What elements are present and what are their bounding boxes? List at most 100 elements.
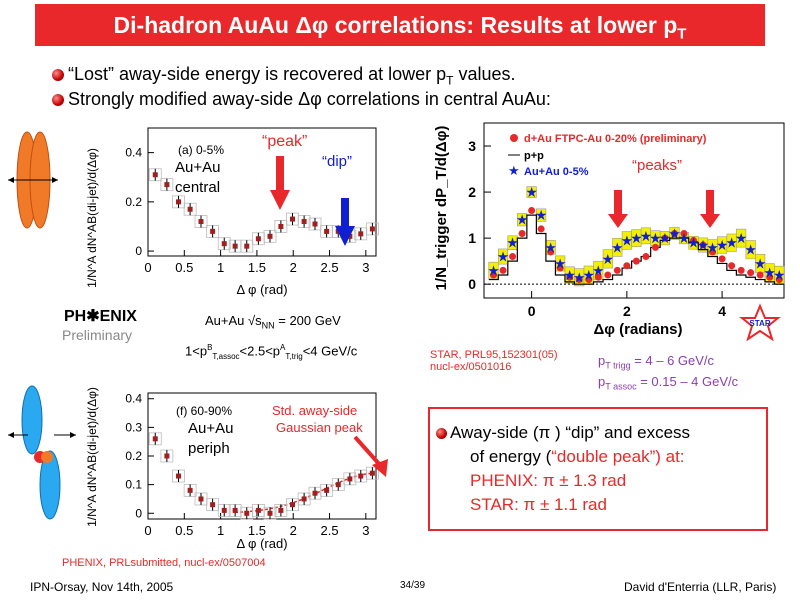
phenix-bottom-centrality: periph bbox=[188, 440, 230, 457]
data-point bbox=[369, 470, 375, 476]
y-tick-label: 0.2 bbox=[125, 195, 142, 209]
dau-point bbox=[718, 255, 726, 263]
central-collision-icon bbox=[8, 131, 58, 229]
dau-point bbox=[537, 225, 545, 233]
phenix-top-yticks: 0 0.2 0.4 bbox=[125, 146, 154, 258]
auau-point: ★ bbox=[640, 228, 653, 244]
auau-point: ★ bbox=[773, 267, 786, 283]
dau-point bbox=[756, 271, 764, 279]
x-tick-label: 4 bbox=[718, 303, 726, 319]
data-point bbox=[210, 502, 216, 508]
footer-page-number: 34/39 bbox=[400, 580, 426, 591]
data-point bbox=[164, 182, 170, 188]
peak-label: “peak” bbox=[262, 133, 307, 150]
x-tick-label: 2 bbox=[290, 260, 297, 275]
data-point bbox=[232, 243, 238, 249]
auau-point: ★ bbox=[697, 237, 710, 253]
data-point bbox=[221, 507, 227, 513]
y-tick-label: 0 bbox=[135, 506, 142, 520]
data-point bbox=[312, 221, 318, 227]
data-point bbox=[198, 496, 204, 502]
dau-point bbox=[737, 266, 745, 274]
data-point bbox=[358, 231, 364, 237]
syst-band bbox=[745, 240, 756, 260]
auau-point: ★ bbox=[716, 237, 729, 253]
auau-point: ★ bbox=[554, 255, 567, 271]
auau-point: ★ bbox=[678, 230, 691, 246]
auau-point: ★ bbox=[497, 249, 510, 265]
bullet-2: Strongly modified away-side Δφ correlati… bbox=[52, 89, 551, 110]
dau-point bbox=[528, 207, 536, 214]
data-point bbox=[221, 241, 227, 247]
data-point bbox=[312, 490, 318, 496]
dau-point bbox=[670, 230, 678, 238]
data-point bbox=[210, 228, 216, 234]
legend-pp: p+p bbox=[524, 150, 544, 162]
x-tick-label: 1 bbox=[217, 523, 224, 538]
dau-point bbox=[642, 253, 650, 261]
auau-point: ★ bbox=[611, 239, 624, 255]
phenix-bottom-xticks: 0 0.5 1 1.5 2 2.5 3 bbox=[144, 513, 369, 538]
peaks-label: “peaks” bbox=[632, 157, 682, 174]
peripheral-collision-icon bbox=[8, 385, 76, 520]
dau-point bbox=[699, 241, 707, 249]
dau-point bbox=[661, 234, 669, 242]
star-yticks: 0 1 2 3 bbox=[468, 138, 491, 292]
syst-band bbox=[526, 186, 537, 198]
dau-point bbox=[680, 230, 688, 238]
y-tick-label: 3 bbox=[468, 138, 476, 154]
star-pt-trigger: pT trigg = 4 – 6 GeV/c bbox=[598, 353, 715, 371]
data-point bbox=[267, 233, 273, 239]
dau-point bbox=[575, 276, 583, 284]
y-tick-label: 0.4 bbox=[125, 146, 142, 160]
auau-point: ★ bbox=[725, 235, 738, 251]
x-tick-label: 2.5 bbox=[320, 523, 338, 538]
y-tick-label: 2 bbox=[468, 184, 476, 200]
dau-point bbox=[766, 273, 774, 281]
auau-point: ★ bbox=[763, 265, 776, 281]
legend-auau: Au+Au 0-5% bbox=[524, 166, 589, 178]
data-point bbox=[255, 507, 261, 513]
dau-point bbox=[585, 276, 593, 284]
phenix-preliminary: Preliminary bbox=[62, 327, 133, 343]
data-point bbox=[324, 487, 330, 493]
auau-point: ★ bbox=[744, 242, 757, 258]
peaks-arrow-right-icon bbox=[700, 190, 720, 228]
phenix-reference: PHENIX, PRLsubmitted, nucl-ex/0507004 bbox=[62, 557, 266, 569]
data-point bbox=[335, 482, 341, 488]
dau-point bbox=[709, 248, 717, 256]
dau-point bbox=[518, 230, 526, 238]
star-xlabel: Δφ (radians) bbox=[593, 321, 682, 338]
dau-point bbox=[556, 264, 564, 272]
legend-auau-marker: ★ bbox=[508, 163, 520, 178]
syst-band bbox=[602, 249, 613, 269]
data-point bbox=[267, 510, 273, 516]
x-tick-label: 1.5 bbox=[248, 523, 266, 538]
data-point bbox=[175, 473, 181, 479]
fit-arrow-icon bbox=[353, 435, 388, 477]
auau-point: ★ bbox=[668, 226, 681, 242]
footer-right: David d'Enterria (LLR, Paris) bbox=[624, 580, 777, 594]
auau-point: ★ bbox=[506, 235, 519, 251]
data-point bbox=[369, 226, 375, 232]
star-xticks: 0 2 4 bbox=[528, 291, 726, 319]
dau-point bbox=[499, 266, 507, 274]
auau-point: ★ bbox=[754, 255, 767, 271]
y-tick-label: 0.1 bbox=[125, 478, 142, 492]
summary-line-2: of energy (“double peak”) at: bbox=[470, 447, 685, 466]
phenix-peripheral-figure: 1/N^A dN^AB(di-jet)/d(Δφ) 00.10.20.30.4 … bbox=[8, 385, 388, 551]
data-point bbox=[198, 219, 204, 225]
phenix-top-ylabel: 1/N^A dN^AB(di-jet)/d(Δφ) bbox=[85, 148, 99, 288]
phenix-bottom-yticks: 0 0.1 0.2 0.3 0.4 bbox=[125, 392, 154, 520]
dau-point bbox=[566, 273, 574, 281]
auau-point: ★ bbox=[687, 235, 700, 251]
data-point bbox=[244, 510, 250, 516]
star-pt-assoc: pT assoc = 0.15 – 4 GeV/c bbox=[598, 374, 739, 392]
x-tick-label: 3 bbox=[362, 523, 369, 538]
syst-band bbox=[488, 261, 499, 279]
x-tick-label: 0 bbox=[144, 523, 151, 538]
legend-dau: d+Au FTPC-Au 0-20% (preliminary) bbox=[524, 133, 707, 145]
data-point bbox=[347, 233, 353, 239]
auau-point: ★ bbox=[649, 230, 662, 246]
